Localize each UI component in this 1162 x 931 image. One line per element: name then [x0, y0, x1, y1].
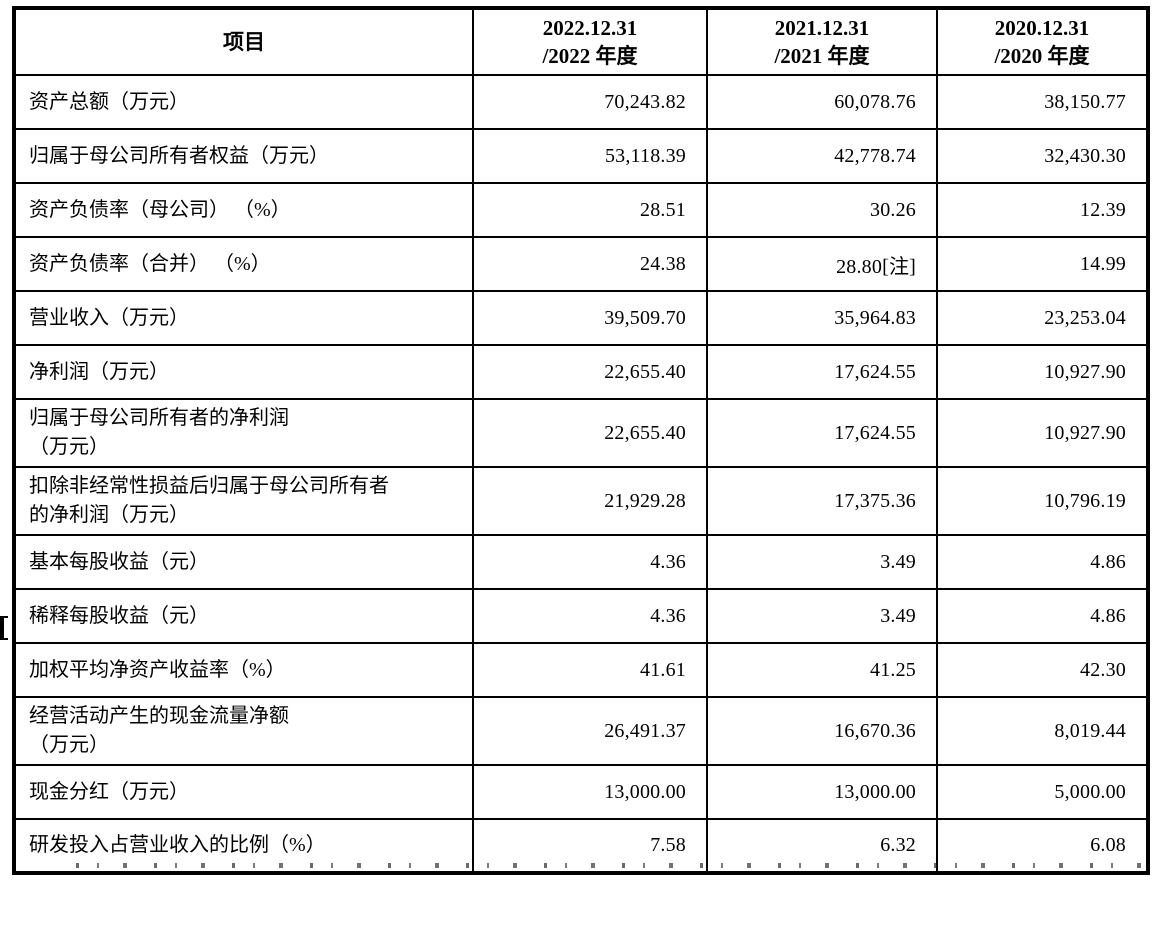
row-value: 23,253.04 — [936, 290, 1149, 346]
table-row: 加权平均净资产收益率（%） 41.61 41.25 42.30 — [13, 642, 1149, 698]
row-value: 10,796.19 — [936, 466, 1149, 536]
row-value: 41.61 — [472, 642, 708, 698]
row-value: 13,000.00 — [706, 764, 938, 820]
row-value: 22,655.40 — [472, 398, 708, 468]
row-value: 22,655.40 — [472, 344, 708, 400]
row-value: 12.39 — [936, 182, 1149, 238]
row-label: 加权平均净资产收益率（%） — [13, 642, 474, 698]
table-row: 稀释每股收益（元） 4.36 3.49 4.86 — [13, 588, 1149, 644]
table-row: 营业收入（万元） 39,509.70 35,964.83 23,253.04 — [13, 290, 1149, 346]
row-label: 资产负债率（母公司） （%） — [13, 182, 474, 238]
row-value: 3.49 — [706, 534, 938, 590]
row-value: 28.51 — [472, 182, 708, 238]
header-period-2022: 2022.12.31 /2022 年度 — [472, 7, 708, 76]
table-row: 归属于母公司所有者权益（万元） 53,118.39 42,778.74 32,4… — [13, 128, 1149, 184]
row-value: 13,000.00 — [472, 764, 708, 820]
row-value: 35,964.83 — [706, 290, 938, 346]
row-value: 4.36 — [472, 534, 708, 590]
row-value: 21,929.28 — [472, 466, 708, 536]
row-value: 10,927.90 — [936, 344, 1149, 400]
table-row: 资产负债率（合并） （%） 24.38 28.80[注] 14.99 — [13, 236, 1149, 292]
row-label: 资产负债率（合并） （%） — [13, 236, 474, 292]
row-value: 17,624.55 — [706, 398, 938, 468]
header-period-2021: 2021.12.31 /2021 年度 — [706, 7, 938, 76]
table-row: 资产总额（万元） 70,243.82 60,078.76 38,150.77 — [13, 74, 1149, 130]
row-value: 28.80[注] — [706, 236, 938, 292]
page-edge-artifact — [0, 616, 8, 640]
row-value: 17,624.55 — [706, 344, 938, 400]
row-value: 4.86 — [936, 534, 1149, 590]
header-item: 项目 — [13, 7, 474, 76]
row-value: 5,000.00 — [936, 764, 1149, 820]
table-row: 归属于母公司所有者的净利润 （万元） 22,655.40 17,624.55 1… — [13, 398, 1149, 468]
table-row: 基本每股收益（元） 4.36 3.49 4.86 — [13, 534, 1149, 590]
row-value: 8,019.44 — [936, 696, 1149, 766]
row-value: 38,150.77 — [936, 74, 1149, 130]
row-label: 现金分红（万元） — [13, 764, 474, 820]
row-label: 稀释每股收益（元） — [13, 588, 474, 644]
row-value: 42.30 — [936, 642, 1149, 698]
row-value: 3.49 — [706, 588, 938, 644]
row-value: 16,670.36 — [706, 696, 938, 766]
row-label: 归属于母公司所有者的净利润 （万元） — [13, 398, 474, 468]
row-label: 归属于母公司所有者权益（万元） — [13, 128, 474, 184]
row-label: 营业收入（万元） — [13, 290, 474, 346]
row-label: 净利润（万元） — [13, 344, 474, 400]
header-period-2020: 2020.12.31 /2020 年度 — [936, 7, 1149, 76]
row-value: 53,118.39 — [472, 128, 708, 184]
row-value: 30.26 — [706, 182, 938, 238]
row-value: 41.25 — [706, 642, 938, 698]
row-value: 32,430.30 — [936, 128, 1149, 184]
financial-summary-table: 项目 2022.12.31 /2022 年度 2021.12.31 /2021 … — [12, 6, 1150, 875]
row-label: 基本每股收益（元） — [13, 534, 474, 590]
row-value: 39,509.70 — [472, 290, 708, 346]
row-value: 24.38 — [472, 236, 708, 292]
row-label: 资产总额（万元） — [13, 74, 474, 130]
clipped-footnote-fragments — [76, 863, 1148, 868]
row-label: 扣除非经常性损益后归属于母公司所有者 的净利润（万元） — [13, 466, 474, 536]
row-value: 70,243.82 — [472, 74, 708, 130]
row-value: 60,078.76 — [706, 74, 938, 130]
row-value: 14.99 — [936, 236, 1149, 292]
row-label: 经营活动产生的现金流量净额 （万元） — [13, 696, 474, 766]
table-row: 资产负债率（母公司） （%） 28.51 30.26 12.39 — [13, 182, 1149, 238]
row-value: 17,375.36 — [706, 466, 938, 536]
table-row: 净利润（万元） 22,655.40 17,624.55 10,927.90 — [13, 344, 1149, 400]
row-value: 4.86 — [936, 588, 1149, 644]
row-value: 4.36 — [472, 588, 708, 644]
row-value: 10,927.90 — [936, 398, 1149, 468]
table-row: 现金分红（万元） 13,000.00 13,000.00 5,000.00 — [13, 764, 1149, 820]
header-row: 项目 2022.12.31 /2022 年度 2021.12.31 /2021 … — [13, 7, 1149, 76]
row-value: 42,778.74 — [706, 128, 938, 184]
table-row: 经营活动产生的现金流量净额 （万元） 26,491.37 16,670.36 8… — [13, 696, 1149, 766]
table-row: 扣除非经常性损益后归属于母公司所有者 的净利润（万元） 21,929.28 17… — [13, 466, 1149, 536]
row-value: 26,491.37 — [472, 696, 708, 766]
